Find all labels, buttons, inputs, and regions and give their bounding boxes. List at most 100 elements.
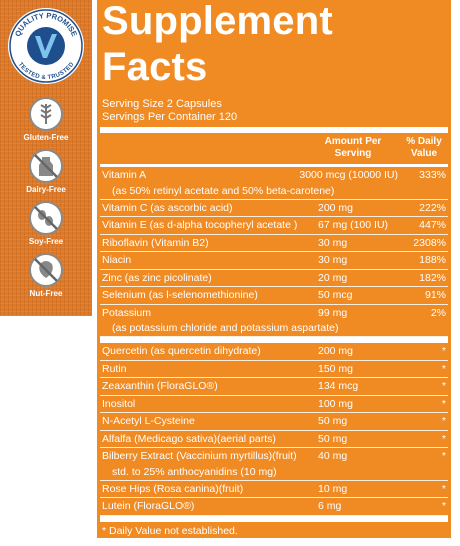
nut-icon: Nut-Free [22, 252, 70, 298]
daily-value: * [441, 397, 446, 410]
amount: 134 mcg [318, 380, 359, 392]
icon-label: Nut-Free [29, 289, 63, 298]
daily-value: * [441, 482, 446, 495]
daily-value: 91% [424, 289, 446, 301]
amount: 67 mg (100 IU) [318, 219, 389, 231]
dairy-icon: Dairy-Free [22, 148, 70, 194]
nutrient-row: Riboflavin (Vitamin B2) 30 mg 2308% [100, 235, 448, 252]
vitamin-rows: Vitamin A 3000 mcg (10000 IU) 333% (as 50% … [100, 167, 448, 337]
nutrient-row: Niacin 30 mg 188% [100, 252, 448, 270]
nutrient-name: Zinc (as zinc picolinate) [102, 271, 212, 284]
nutrient-name: Inositol [102, 397, 136, 410]
amount: 40 mg [318, 450, 348, 462]
nutrient-name: Lutein (FloraGLO®) [102, 500, 195, 512]
nutrient-row: Inositol 100 mg * [100, 396, 448, 413]
amount: 30 mg [318, 236, 348, 249]
nutrient-row: Zeaxanthin (FloraGLO®) 134 mcg * [100, 378, 448, 396]
title: Supplement Facts [102, 0, 333, 89]
divider [100, 515, 448, 522]
gluten-icon: Gluten-Free [22, 96, 70, 142]
amount: 6 mg [318, 500, 342, 512]
amount: 3000 mcg (10000 IU) [299, 169, 398, 181]
amount: 150 mg [318, 362, 354, 375]
nutrient-row: Alfalfa (Medicago sativa)(aerial parts) 5… [100, 431, 448, 448]
icon-label: Gluten-Free [23, 133, 69, 142]
footnote: * Daily Value not established. [102, 524, 238, 537]
daily-value: * [441, 345, 446, 357]
amount: 10 mg [318, 482, 348, 495]
divider [100, 337, 448, 343]
nutrient-row: Bilberry Extract (Vaccinium myrtillus)(f… [100, 448, 448, 481]
amount: 30 mg [318, 254, 348, 266]
icon-label: Soy-Free [28, 237, 64, 246]
nutrient-name: Zeaxanthin (FloraGLO®) [102, 380, 218, 392]
nutrient-row: Selenium (as l-selenomethionine) 50 mcg 91… [100, 287, 448, 305]
nutrient-row: Vitamin A 3000 mcg (10000 IU) 333% (as 50% … [100, 167, 448, 200]
amount: 200 mg [318, 201, 354, 214]
daily-value: 182% [419, 271, 446, 284]
nutrient-name: N-Acetyl L-Cysteine [102, 415, 195, 427]
nutrient-row: Quercetin (as quercetin dihydrate) 200 mg… [100, 343, 448, 361]
nutrient-row: Vitamin C (as ascorbic acid) 200 mg 222% [100, 200, 448, 217]
nutrient-name: Niacin [102, 254, 132, 266]
nutrient-row: Vitamin E (as d-alpha tocopheryl acetate… [100, 217, 448, 235]
amount: 50 mg [318, 415, 348, 427]
nutrient-row: N-Acetyl L-Cysteine 50 mg * [100, 413, 448, 431]
amount: 200 mg [318, 345, 354, 357]
column-header: Amount Per Serving % Daily Value [100, 133, 448, 164]
daily-value: * [441, 500, 446, 512]
daily-value: * [441, 380, 446, 392]
amount: 50 mg [318, 432, 348, 445]
amount: 50 mcg [318, 289, 353, 301]
other-rows: Quercetin (as quercetin dihydrate) 200 mg… [100, 343, 448, 516]
amount: 99 mg [318, 306, 348, 319]
nutrient-name: Rutin [102, 362, 127, 375]
nutrient-detail: (as potassium chloride and potassium asp… [112, 322, 339, 334]
nutrient-name: Alfalfa (Medicago sativa)(aerial parts) [102, 432, 276, 445]
icon-label: Dairy-Free [26, 185, 66, 194]
divider [100, 164, 448, 167]
daily-value: 188% [419, 254, 446, 266]
daily-value: 2% [430, 306, 446, 319]
badge-strip: QUALITY PROMISE TESTED & TRUSTED Gluten-… [0, 0, 92, 316]
icon-graphic [29, 97, 63, 131]
nutrient-name: Vitamin E (as d-alpha tocopheryl acetate… [102, 219, 298, 231]
daily-value: * [441, 432, 446, 445]
nutrient-name: Vitamin A [102, 169, 147, 181]
serving-size: Serving Size 2 Capsules [102, 98, 222, 110]
nutrient-name: Vitamin C (as ascorbic acid) [102, 201, 233, 214]
daily-value: * [441, 450, 446, 462]
nutrient-name: Selenium (as l-selenomethionine) [102, 289, 258, 301]
daily-value: 333% [419, 169, 446, 181]
quality-badge: QUALITY PROMISE TESTED & TRUSTED [8, 8, 84, 84]
icon-graphic [29, 201, 63, 235]
nutrient-name: Bilberry Extract (Vaccinium myrtillus)(f… [102, 450, 297, 462]
divider [100, 127, 448, 133]
nutrient-row: Lutein (FloraGLO®) 6 mg * [100, 498, 448, 516]
nutrient-detail: (as 50% retinyl acetate and 50% beta-car… [112, 184, 335, 197]
icon-graphic [29, 149, 63, 183]
nutrient-row: Rose Hips (Rosa canina)(fruit) 10 mg * [100, 481, 448, 498]
spacer [100, 136, 318, 160]
dv-header: % Daily Value [406, 136, 442, 159]
facts-panel: Supplement Facts Serving Size 2 Capsules… [95, 0, 453, 540]
nutrient-row: Potassium 99 mg 2% (as potassium chloride a… [100, 305, 448, 337]
nutrient-name: Riboflavin (Vitamin B2) [102, 236, 209, 249]
amount-header: Amount Per Serving [324, 136, 382, 159]
icon-graphic [29, 253, 63, 287]
soy-icon: Soy-Free [22, 200, 70, 246]
daily-value: 2308% [413, 236, 446, 249]
daily-value: * [441, 362, 446, 375]
daily-value: * [441, 415, 446, 427]
nutrient-name: Rose Hips (Rosa canina)(fruit) [102, 482, 244, 495]
amount: 20 mg [318, 271, 348, 284]
nutrient-row: Rutin 150 mg * [100, 361, 448, 378]
nutrient-row: Zinc (as zinc picolinate) 20 mg 182% [100, 270, 448, 287]
amount: 100 mg [318, 397, 354, 410]
nutrient-name: Potassium [102, 306, 152, 319]
daily-value: 222% [419, 201, 446, 214]
servings: Servings Per Container 120 [102, 111, 238, 123]
nutrient-name: Quercetin (as quercetin dihydrate) [102, 345, 261, 357]
daily-value: 447% [419, 219, 446, 231]
